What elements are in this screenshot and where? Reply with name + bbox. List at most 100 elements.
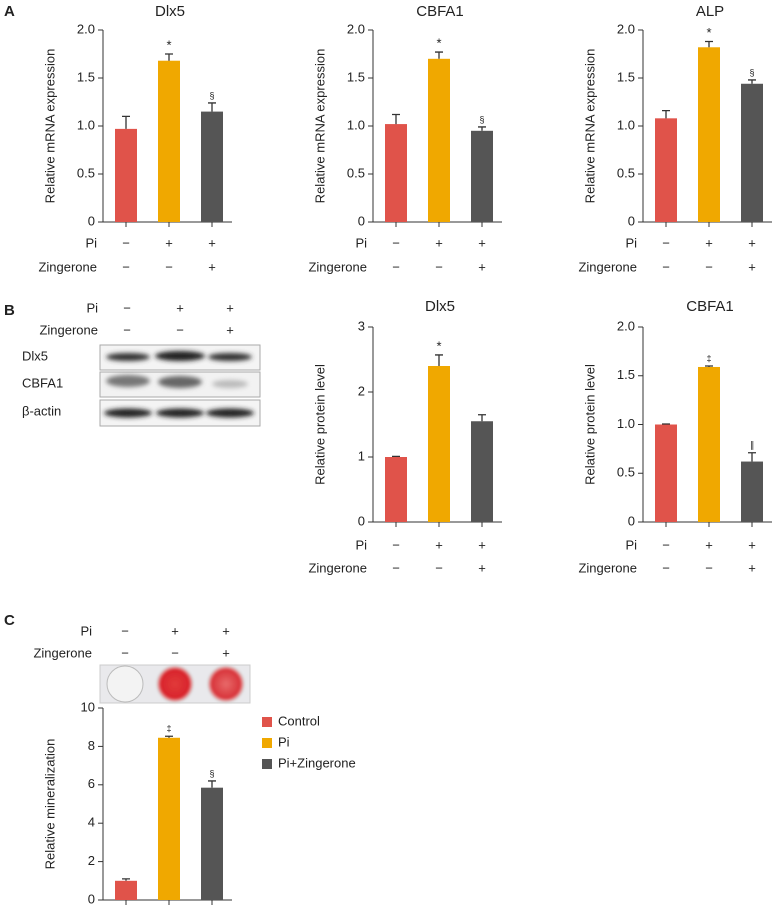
y-tick-label: 2 — [358, 383, 365, 398]
error-bar — [122, 115, 130, 129]
treatment-mark: + — [705, 235, 713, 250]
significance-mark: * — [436, 36, 441, 51]
treatment-mark: + — [435, 235, 443, 250]
treatment-mark: − — [705, 259, 713, 274]
bands — [104, 351, 254, 418]
treatment-mark: − — [122, 235, 130, 250]
y-tick-label: 0 — [88, 213, 95, 228]
treatment-mark: + — [208, 259, 216, 274]
treatment-mark: + — [222, 645, 230, 660]
error-bar — [435, 354, 443, 366]
error-bar — [705, 365, 713, 367]
y-tick-label: 1.5 — [347, 69, 365, 84]
y-tick-label: 0.5 — [617, 465, 635, 480]
treatment-mark: − — [662, 537, 670, 552]
y-axis-label: Relative mRNA expression — [42, 49, 57, 204]
error-bar — [705, 40, 713, 48]
treatment-mark: − — [435, 560, 443, 575]
y-tick-label: 2.0 — [347, 21, 365, 36]
treatment-label: Zingerone — [33, 645, 92, 660]
error-bar — [165, 735, 173, 738]
band-label: CBFA1 — [22, 375, 63, 390]
y-tick-label: 1.0 — [617, 117, 635, 132]
y-axis-label: Relative mineralization — [42, 739, 57, 870]
treatment-mark: + — [748, 560, 756, 575]
y-tick-label: 2.0 — [617, 318, 635, 333]
bar — [471, 421, 493, 522]
chart-title: ALP — [696, 3, 724, 20]
significance-mark: ‡ — [706, 353, 711, 363]
treatment-mark: − — [121, 623, 129, 638]
chart-title: CBFA1 — [416, 3, 464, 20]
treatment-label: Pi — [80, 623, 92, 638]
bar — [428, 366, 450, 522]
error-bar — [748, 452, 756, 462]
y-tick-label: 0 — [358, 213, 365, 228]
significance-mark: ‡ — [166, 724, 171, 734]
treatment-mark: − — [392, 235, 400, 250]
treatment-mark: + — [705, 537, 713, 552]
y-tick-label: 0 — [628, 513, 635, 528]
error-bar — [478, 414, 486, 422]
bar — [471, 130, 493, 222]
significance-mark: * — [436, 338, 441, 353]
significance-mark: § — [479, 114, 484, 124]
treatment-mark: + — [226, 300, 234, 315]
treatment-mark: − — [662, 560, 670, 575]
y-tick-label: 6 — [88, 776, 95, 791]
treatment-mark: − — [392, 259, 400, 274]
treatment-label: Pi — [355, 537, 367, 552]
bar — [201, 787, 223, 900]
error-bar — [748, 79, 756, 84]
chart-title: Dlx5 — [155, 3, 185, 20]
significance-mark: * — [706, 25, 711, 40]
treatment-mark: − — [662, 235, 670, 250]
treatment-mark: − — [122, 259, 130, 274]
treatment-mark: − — [121, 645, 129, 660]
treatment-mark: + — [748, 235, 756, 250]
y-tick-label: 4 — [88, 815, 95, 830]
significance-mark: § — [749, 67, 754, 77]
treatment-mark: + — [748, 259, 756, 274]
bar — [385, 124, 407, 222]
y-tick-label: 0.5 — [77, 165, 95, 180]
error-bar — [208, 102, 216, 112]
y-tick-label: 2.0 — [77, 21, 95, 36]
significance-mark: § — [209, 90, 214, 100]
bar — [158, 60, 180, 222]
band-label: β-actin — [22, 403, 61, 418]
y-tick-label: 1.5 — [617, 367, 635, 382]
bar — [201, 111, 223, 222]
y-tick-label: 0.5 — [347, 165, 365, 180]
legend-label: Pi+Zingerone — [278, 755, 356, 770]
bar — [385, 457, 407, 522]
treatment-label: Pi — [85, 235, 97, 250]
treatment-mark: + — [171, 623, 179, 638]
error-bar — [478, 126, 486, 131]
treatment-mark: + — [478, 537, 486, 552]
bar — [655, 424, 677, 522]
y-tick-label: 0.5 — [617, 165, 635, 180]
treatment-label: Zingerone — [308, 259, 367, 274]
panel-label: B — [4, 302, 15, 319]
panel-label: C — [4, 612, 15, 629]
treatment-mark: + — [478, 259, 486, 274]
treatment-mark: + — [435, 537, 443, 552]
treatment-mark: − — [435, 259, 443, 274]
y-tick-label: 8 — [88, 738, 95, 753]
well — [106, 665, 144, 703]
y-tick-label: 2.0 — [617, 21, 635, 36]
treatment-label: Pi — [625, 235, 637, 250]
staining: Pi Zingerone − + + − − + — [33, 623, 251, 704]
error-bar — [662, 109, 670, 119]
legend-label: Pi — [278, 734, 290, 749]
well — [207, 665, 245, 703]
bar — [741, 461, 763, 522]
y-tick-label: 3 — [358, 318, 365, 333]
treatment-mark: + — [208, 235, 216, 250]
treatment-mark: − — [662, 259, 670, 274]
y-tick-label: 1 — [358, 448, 365, 463]
y-tick-label: 1.0 — [347, 117, 365, 132]
treatment-mark: − — [123, 322, 131, 337]
panel-label: A — [4, 3, 15, 20]
